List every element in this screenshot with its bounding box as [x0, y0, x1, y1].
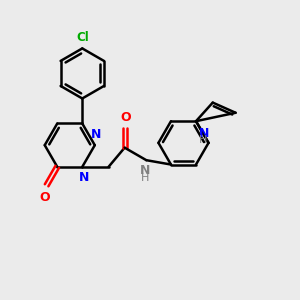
Text: H: H — [199, 135, 207, 145]
Text: N: N — [140, 164, 150, 177]
Text: O: O — [40, 190, 50, 204]
Text: N: N — [91, 128, 101, 141]
Text: N: N — [199, 127, 209, 140]
Text: N: N — [79, 171, 89, 184]
Text: O: O — [121, 111, 131, 124]
Text: H: H — [141, 172, 149, 183]
Text: Cl: Cl — [76, 31, 89, 44]
